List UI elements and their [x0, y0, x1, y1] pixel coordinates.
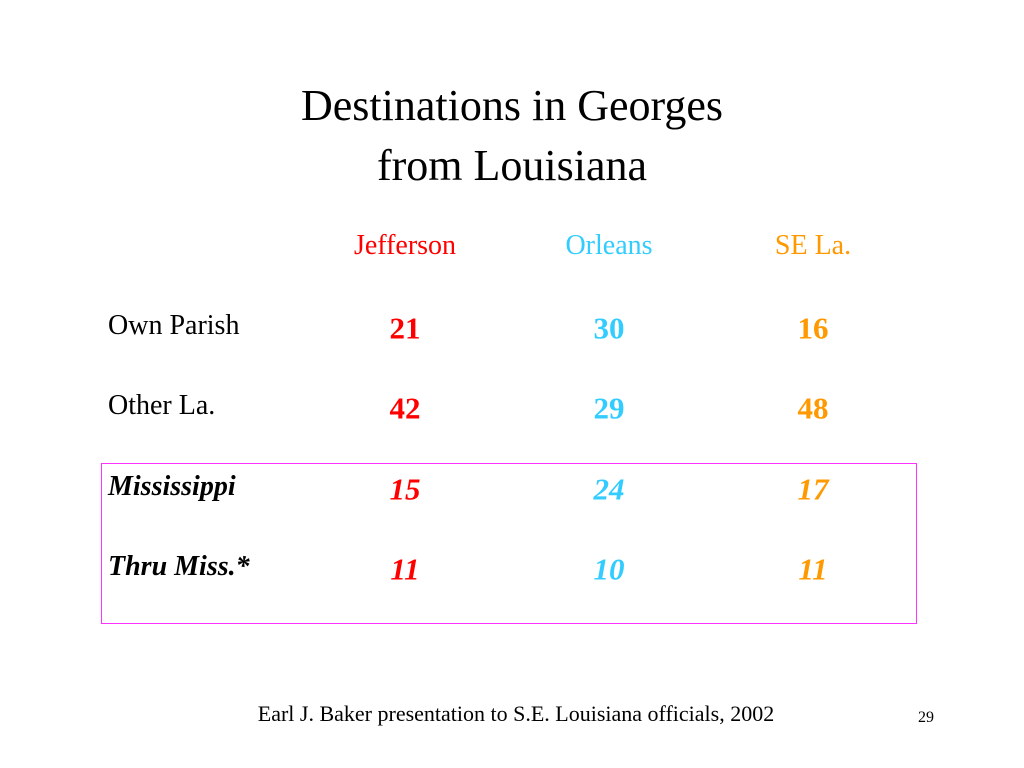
row-label: Mississippi — [108, 471, 236, 502]
cell: 24 — [593, 471, 625, 507]
row-label: Own Parish — [108, 310, 240, 341]
title-line: from Louisiana — [376, 141, 648, 190]
column-header: SE La. — [774, 230, 852, 261]
cell: 15 — [389, 471, 421, 507]
cell: 16 — [797, 310, 829, 346]
row-label: Other La. — [108, 390, 216, 421]
cell: 48 — [797, 390, 829, 426]
cell: 10 — [593, 551, 625, 587]
column-header: Orleans — [565, 230, 653, 261]
row-label: Thru Miss.* — [108, 551, 250, 582]
cell: 29 — [593, 390, 625, 426]
footer: Earl J. Baker presentation to S.E. Louis… — [257, 701, 775, 726]
cell: 17 — [797, 471, 829, 507]
title-line: Destinations in Georges — [300, 81, 724, 130]
cell: 30 — [593, 310, 625, 346]
cell: 21 — [389, 310, 421, 346]
column-header: Jefferson — [353, 230, 457, 261]
cell: 11 — [390, 551, 420, 587]
cell: 42 — [389, 390, 421, 426]
highlight-box — [101, 463, 917, 624]
cell: 11 — [798, 551, 828, 587]
page-number: 29 — [918, 709, 934, 726]
